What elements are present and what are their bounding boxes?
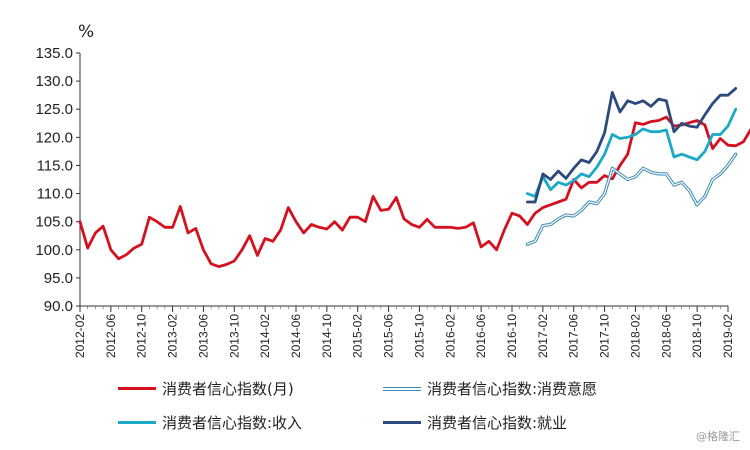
x-tick-label: 2017-06: [567, 314, 581, 358]
x-tick-label: 2016-02: [443, 314, 457, 358]
series-line-income: [526, 107, 738, 198]
x-tick-label: 2016-06: [474, 314, 488, 358]
x-tick-label: 2015-06: [382, 314, 396, 358]
y-tick-label: 125.0: [35, 101, 73, 118]
legend-swatch-monthly: [118, 387, 156, 390]
x-tick-label: 2016-10: [505, 314, 519, 358]
watermark: @格隆汇: [696, 430, 740, 443]
series-layer: [78, 87, 750, 268]
legend-swatch-consumption-willingness: [383, 386, 421, 391]
legend-label-employment: 消费者信心指数:就业: [427, 414, 568, 432]
x-tick-label: 2013-06: [196, 314, 210, 358]
x-tick-label: 2018-10: [690, 314, 704, 358]
legend-label-monthly: 消费者信心指数(月): [162, 380, 294, 398]
x-tick-label: 2013-02: [166, 314, 180, 358]
y-tick-label: 110.0: [37, 186, 73, 203]
legend-label-consumption-willingness: 消费者信心指数:消费意愿: [427, 380, 598, 398]
x-tick-label: 2018-02: [628, 314, 642, 358]
x-tick-label: 2017-10: [598, 314, 612, 358]
legend-item-monthly: 消费者信心指数(月): [118, 378, 294, 399]
legend-label-income: 消费者信心指数:收入: [162, 414, 303, 432]
y-tick-label: 100.0: [35, 242, 73, 259]
y-tick-label: 95.0: [44, 270, 73, 287]
x-tick-label: 2014-06: [289, 314, 303, 358]
y-tick-label: 135.0: [35, 45, 73, 62]
y-tick-label: 120.0: [35, 129, 73, 146]
y-tick-label: 130.0: [35, 73, 73, 90]
legend-item-income: 消费者信心指数:收入: [118, 412, 302, 433]
y-tick-label: 115.0: [37, 157, 73, 174]
legend-item-employment: 消费者信心指数:就业: [383, 412, 567, 433]
x-tick-label: 2019-02: [721, 314, 735, 358]
y-tick-label: 90.0: [44, 298, 73, 315]
series-line-employment: [526, 87, 738, 204]
series-line-consumption-willingness: [525, 152, 738, 246]
x-tick-label: 2014-02: [258, 314, 272, 358]
legend-item-consumption-willingness: 消费者信心指数:消费意愿: [383, 378, 597, 399]
x-tick-label: 2014-10: [320, 314, 334, 358]
y-axis: 90.0 95.0 100.0 105.0 110.0 115.0 120.0 125.0 13…: [35, 45, 81, 315]
x-tick-label: 2012-10: [135, 314, 149, 358]
x-tick-label: 2017-02: [536, 314, 550, 358]
x-tick-label: 2015-10: [412, 314, 426, 358]
series-line-monthly: [78, 115, 750, 268]
legend-swatch-income: [118, 421, 156, 424]
x-tick-label: 2012-06: [104, 314, 118, 358]
x-tick-label: 2015-02: [351, 314, 365, 358]
x-axis: 2012-02 2012-06 2012-10 2013-02 2013-06 2013-…: [73, 305, 735, 358]
x-tick-label: 2018-06: [659, 314, 673, 358]
series-line-consumption-willingness-inner: [526, 153, 737, 245]
legend-swatch-employment: [383, 421, 421, 424]
y-tick-label: 105.0: [35, 214, 73, 231]
x-tick-label: 2013-10: [227, 314, 241, 358]
y-axis-unit: %: [78, 22, 95, 42]
x-tick-label: 2012-02: [73, 314, 87, 358]
